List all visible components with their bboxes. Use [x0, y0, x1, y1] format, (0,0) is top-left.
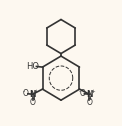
- Text: +: +: [90, 89, 95, 94]
- Text: O: O: [30, 98, 36, 107]
- Text: -: -: [22, 89, 25, 94]
- Text: HO: HO: [26, 62, 39, 71]
- Text: O: O: [23, 89, 29, 98]
- Text: O: O: [86, 98, 92, 107]
- Text: N: N: [30, 90, 36, 99]
- Text: N: N: [86, 90, 92, 99]
- Text: O: O: [80, 89, 86, 98]
- Text: -: -: [79, 89, 81, 94]
- Text: +: +: [33, 89, 38, 94]
